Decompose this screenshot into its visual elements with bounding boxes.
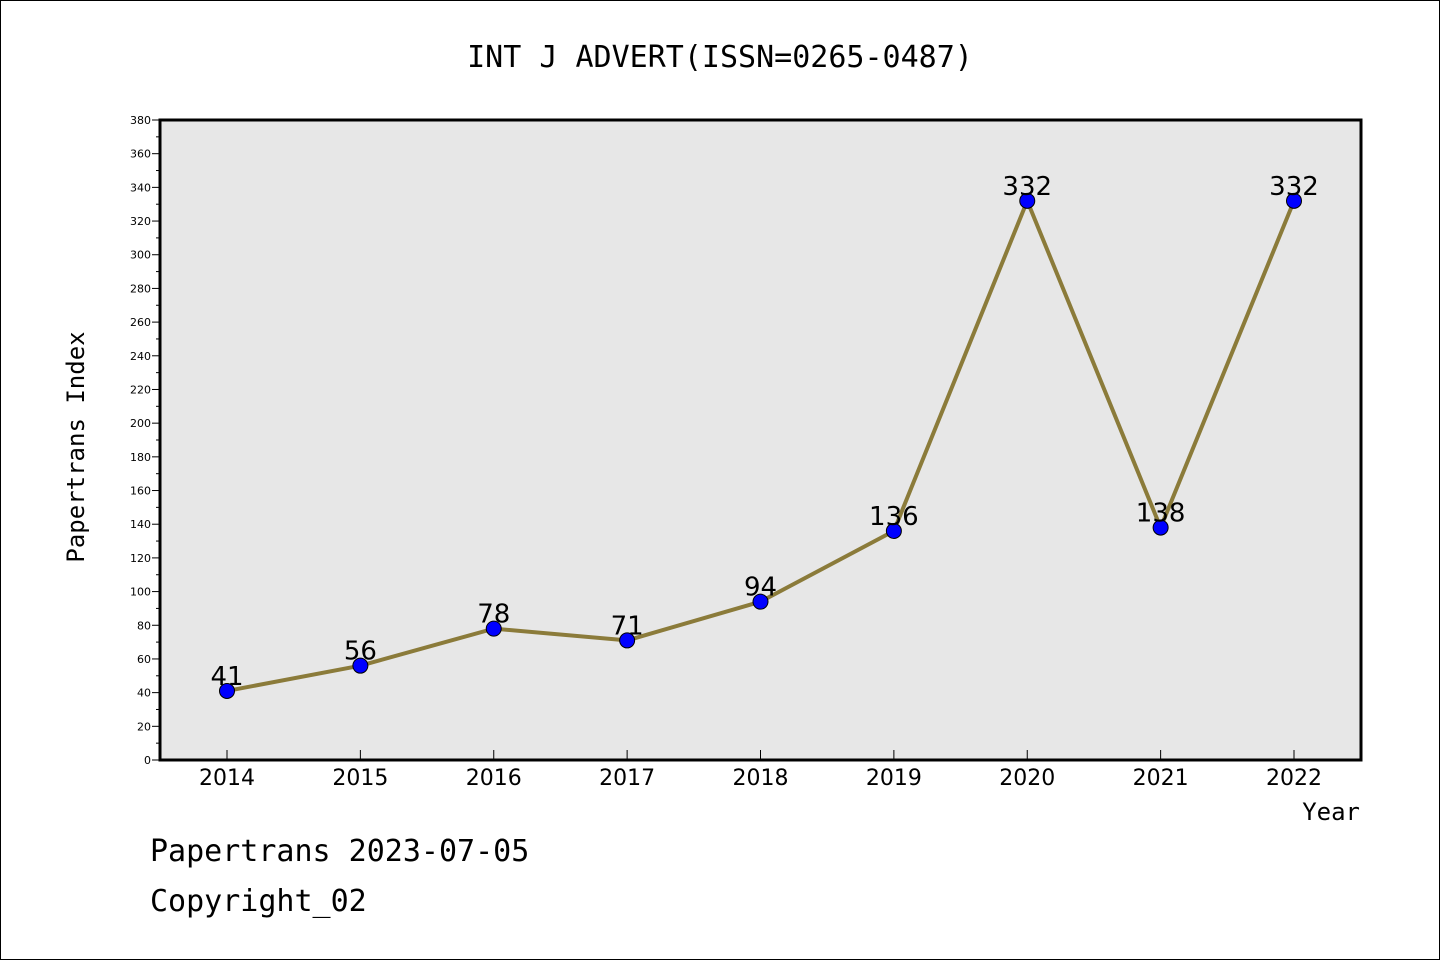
data-point: [1152, 519, 1169, 536]
x-tick-label: 2018: [733, 766, 789, 791]
y-tick-label: 280: [130, 282, 151, 295]
y-axis-ticks: 0 20 40 60 80 100 120 140 160 180 200 220 240 260 280 3…: [130, 114, 160, 767]
x-tick-label: 2017: [599, 766, 655, 791]
y-tick-label: 60: [137, 653, 151, 666]
y-tick-label: 320: [130, 215, 151, 228]
data-point: [752, 593, 769, 610]
y-tick-label: 160: [130, 485, 151, 498]
data-point: [1019, 192, 1036, 209]
data-label: 41: [210, 662, 243, 692]
data-label: 138: [1136, 499, 1186, 529]
y-tick-label: 200: [130, 417, 151, 430]
data-label: 332: [1002, 172, 1052, 202]
data-point: [352, 657, 369, 674]
data-label: 136: [869, 502, 919, 532]
x-axis-ticks: 2014 2015 2016 2017 2018 2019 2020 2021 2022: [199, 750, 1322, 791]
y-tick-label: 300: [130, 249, 151, 262]
y-tick-label: 180: [130, 451, 151, 464]
data-label: 78: [477, 600, 510, 630]
y-tick-label: 260: [130, 316, 151, 329]
y-tick-label: 240: [130, 350, 151, 363]
x-tick-label: 2014: [199, 766, 255, 791]
data-label: 56: [344, 637, 377, 667]
data-labels: 41 56 78 71 94 136 332 138 332: [210, 172, 1318, 692]
x-tick-label: 2022: [1266, 766, 1322, 791]
x-tick-label: 2021: [1133, 766, 1189, 791]
x-tick-label: 2019: [866, 766, 922, 791]
y-axis-label: Papertrans Index: [62, 331, 90, 562]
data-point: [219, 682, 235, 699]
y-tick-label: 220: [130, 383, 151, 396]
chart-title: INT J ADVERT(ISSN=0265-0487): [467, 40, 973, 75]
data-point: [619, 632, 636, 649]
x-axis-label: Year: [1302, 798, 1360, 826]
data-point: [1286, 192, 1302, 209]
data-label: 332: [1269, 172, 1319, 202]
x-tick-label: 2020: [999, 766, 1055, 791]
y-tick-label: 140: [130, 518, 151, 531]
series-markers: [219, 192, 1302, 699]
plot-border: [158, 118, 1363, 762]
data-label: 94: [744, 573, 777, 603]
y-tick-label: 80: [137, 619, 151, 632]
y-tick-label: 360: [130, 148, 151, 161]
footer-source-date: Papertrans 2023-07-05: [150, 834, 530, 869]
y-tick-label: 380: [130, 114, 151, 127]
x-tick-label: 2015: [332, 766, 388, 791]
data-point: [485, 620, 502, 637]
data-label: 71: [611, 611, 644, 641]
y-tick-label: 40: [137, 687, 151, 700]
y-tick-label: 0: [144, 754, 151, 767]
y-tick-label: 120: [130, 552, 151, 565]
data-point: [885, 522, 902, 539]
y-tick-label: 20: [137, 720, 151, 733]
plot-area: [160, 120, 1361, 760]
footer-copyright: Copyright_02: [150, 884, 367, 919]
x-tick-label: 2016: [466, 766, 522, 791]
y-tick-label: 100: [130, 586, 151, 599]
y-tick-label: 340: [130, 181, 151, 194]
